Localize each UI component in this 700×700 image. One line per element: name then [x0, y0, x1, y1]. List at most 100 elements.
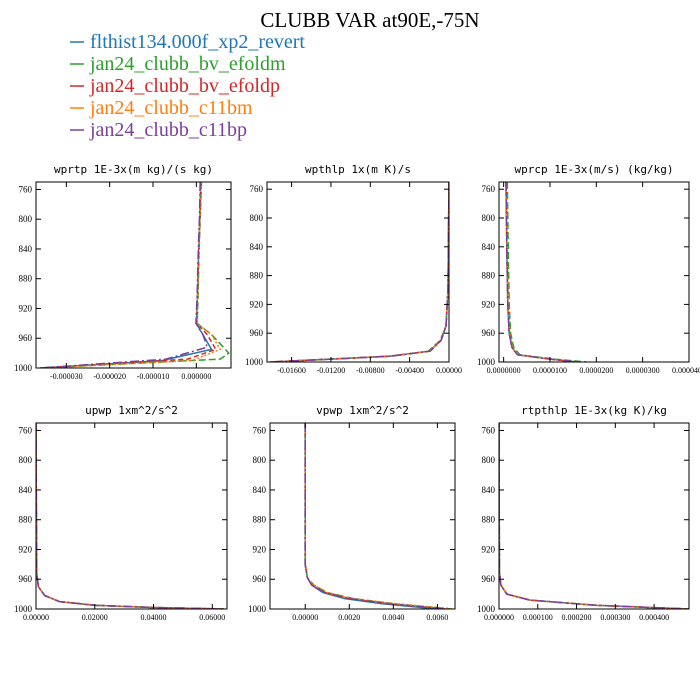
- y-tick-label: 760: [482, 425, 496, 435]
- y-tick-label: 880: [482, 515, 496, 525]
- series-line-4: [304, 423, 455, 609]
- legend-item: jan24_clubb_bv_efoldp: [70, 75, 280, 97]
- y-tick-label: 1000: [14, 363, 33, 373]
- x-tick-label: 0.0020: [338, 613, 360, 622]
- series-line-3: [40, 182, 217, 368]
- plot-frame: [498, 181, 690, 363]
- series-line-1: [304, 423, 438, 609]
- legend-item: jan24_clubb_c11bm: [70, 97, 253, 119]
- panel-title: vpwp 1xm^2/s^2: [316, 404, 409, 417]
- series-group: [499, 423, 689, 609]
- y-tick-label: 760: [19, 425, 33, 435]
- y-tick-label: 1000: [477, 604, 496, 614]
- panel-6: rtpthlp 1E-3x(kg K)/kg 760 800 840 880 920 960…: [477, 404, 690, 622]
- x-tick-label: 0.0000100: [533, 366, 567, 375]
- x-tick-label: 0.00000: [23, 613, 49, 622]
- y-tick-label: 840: [19, 244, 33, 254]
- series-line-2: [36, 423, 225, 609]
- series-group: [40, 182, 230, 368]
- y-tick-label: 920: [482, 544, 496, 554]
- panels: wprtp 1E-3x(m kg)/(s kg) 760 800 840 880 920 9…: [14, 163, 700, 622]
- series-line-1: [40, 182, 213, 368]
- series-line-3: [505, 182, 578, 362]
- legend-item: flthist134.000f_xp2_revert: [70, 31, 305, 53]
- series-line-4: [499, 423, 689, 609]
- series-line-3: [499, 423, 689, 609]
- series-line-2: [269, 182, 449, 362]
- y-tick-label: 840: [250, 242, 264, 252]
- x-tick-label: 0.000000: [181, 372, 211, 381]
- panel-title: wpthlp 1x(m K)/s: [305, 163, 411, 176]
- y-tick-label: 880: [253, 515, 267, 525]
- y-tick-label: 1000: [477, 357, 496, 367]
- series-line-5: [40, 182, 209, 368]
- panel-2: wpthlp 1x(m K)/s 760 800 840 880 920 960 1000 -0…: [245, 163, 462, 375]
- series-line-4: [36, 423, 225, 609]
- series-line-2: [506, 182, 588, 362]
- y-tick-label: 800: [482, 455, 496, 465]
- y-tick-label: 840: [482, 485, 496, 495]
- y-tick-label: 960: [482, 574, 496, 584]
- y-tick-label: 840: [19, 485, 33, 495]
- x-tick-label: -0.01200: [317, 366, 346, 375]
- x-tick-label: 0.000200: [562, 613, 592, 622]
- series-line-5: [505, 182, 578, 362]
- series-line-1: [269, 182, 449, 362]
- y-tick-label: 960: [250, 328, 264, 338]
- panel-3: wprcp 1E-3x(m/s) (kg/kg) 760 800 840 880 920 9…: [477, 163, 700, 375]
- x-tick-label: -0.00400: [395, 366, 424, 375]
- y-tick-label: 960: [253, 574, 267, 584]
- y-tick-label: 760: [19, 184, 33, 194]
- x-tick-label: -0.000010: [137, 372, 170, 381]
- y-tick-label: 1000: [14, 604, 33, 614]
- y-tick-label: 880: [250, 271, 264, 281]
- legend-label: jan24_clubb_bv_efoldm: [89, 53, 286, 75]
- y-tick-label: 840: [482, 242, 496, 252]
- panel-4: upwp 1xm^2/s^2 760 800 840 880 920 960 10000.00…: [14, 404, 228, 622]
- x-tick-label: 0.0060: [426, 613, 448, 622]
- series-line-4: [269, 182, 449, 362]
- series-line-5: [499, 423, 689, 609]
- series-line-4: [505, 182, 578, 362]
- series-line-3: [36, 423, 225, 609]
- legend-label: jan24_clubb_bv_efoldp: [89, 75, 280, 97]
- legend-label: jan24_clubb_c11bm: [89, 97, 253, 119]
- legend-item: jan24_clubb_bv_efoldm: [70, 53, 286, 75]
- legend-label: jan24_clubb_c11bp: [89, 119, 247, 141]
- x-tick-label: 0.000300: [600, 613, 630, 622]
- x-tick-label: -0.000030: [50, 372, 83, 381]
- x-tick-label: 0.000400: [639, 613, 669, 622]
- legend: flthist134.000f_xp2_revertjan24_clubb_bv…: [70, 31, 305, 141]
- y-tick-label: 960: [19, 574, 33, 584]
- y-tick-label: 760: [482, 184, 496, 194]
- y-tick-label: 1000: [245, 357, 264, 367]
- x-tick-label: 0.0000000: [487, 366, 521, 375]
- series-line-3: [304, 423, 447, 609]
- plot-frame: [35, 181, 232, 369]
- y-tick-label: 880: [19, 515, 33, 525]
- series-line-4: [40, 182, 222, 368]
- y-tick-label: 960: [482, 328, 496, 338]
- y-tick-label: 920: [19, 303, 33, 313]
- x-tick-label: 0.000100: [523, 613, 553, 622]
- series-group: [505, 182, 588, 362]
- panel-title: upwp 1xm^2/s^2: [85, 404, 178, 417]
- x-tick-label: 0.0000400: [672, 366, 700, 375]
- x-tick-label: 0.06000: [199, 613, 225, 622]
- x-tick-label: 0.00000: [436, 366, 462, 375]
- panel-title: rtpthlp 1E-3x(kg K)/kg: [521, 404, 667, 417]
- series-line-2: [304, 423, 451, 609]
- y-tick-label: 800: [482, 213, 496, 223]
- y-tick-label: 920: [250, 299, 264, 309]
- y-tick-label: 960: [19, 333, 33, 343]
- series-line-1: [505, 182, 578, 362]
- series-group: [36, 423, 225, 609]
- x-tick-label: 0.0040: [382, 613, 404, 622]
- series-line-5: [269, 182, 449, 362]
- x-tick-label: -0.000020: [93, 372, 126, 381]
- series-line-1: [36, 423, 225, 609]
- x-tick-label: 0.0000200: [579, 366, 613, 375]
- panel-title: wprcp 1E-3x(m/s) (kg/kg): [515, 163, 674, 176]
- plot-frame: [35, 422, 228, 610]
